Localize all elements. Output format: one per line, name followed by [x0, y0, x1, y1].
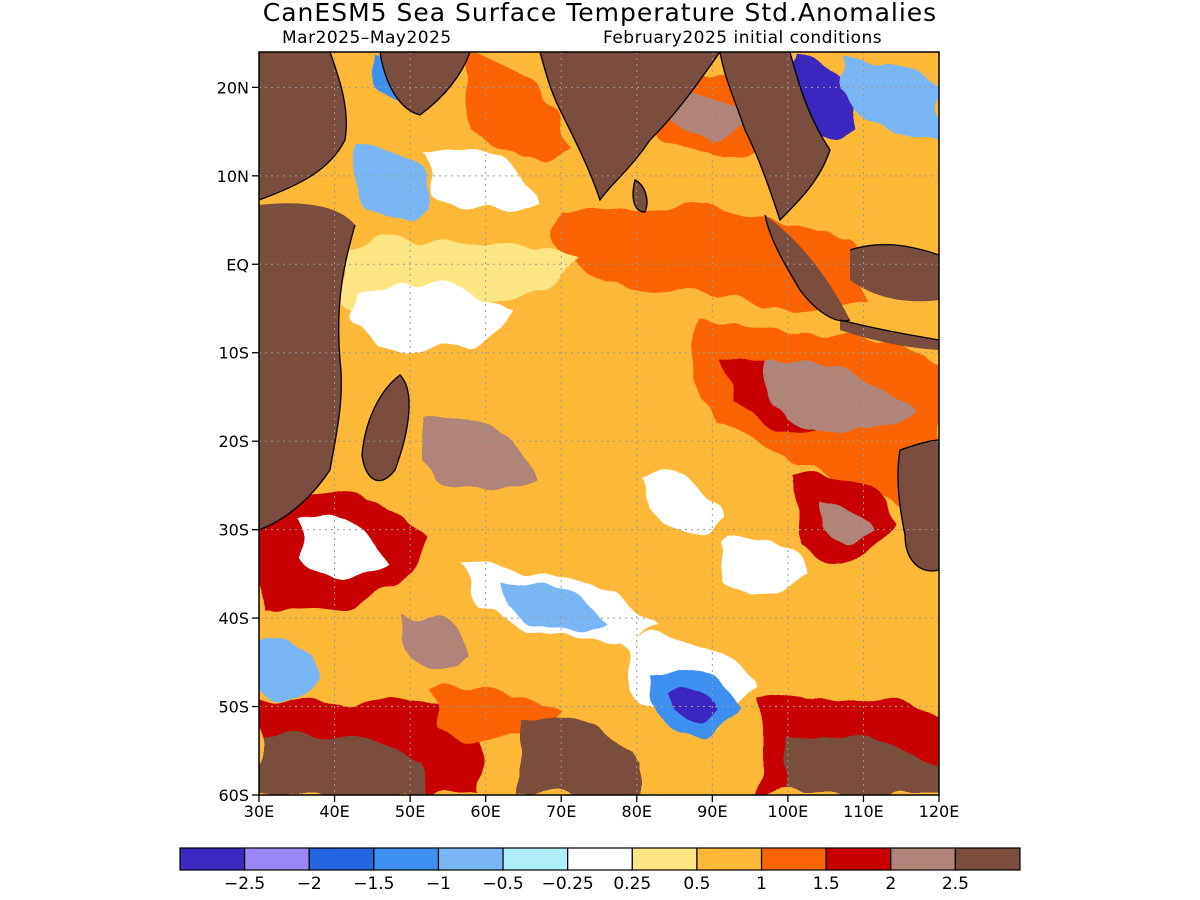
- madagascar: [362, 375, 410, 481]
- colorbar-label: 1.5: [813, 874, 840, 894]
- colorbar-swatch: [890, 847, 956, 871]
- sumatra: [765, 215, 850, 321]
- lon-axis: 30E 40E 50E 60E 70E 80E 90E 100E 110E 120E: [244, 795, 960, 821]
- colorbar-swatch: [696, 847, 763, 871]
- lon-tick-label: 120E: [919, 802, 960, 821]
- lon-tick-label: 40E: [319, 802, 349, 821]
- colorbar-label: −0.5: [482, 874, 523, 894]
- colorbar-label: −1: [426, 874, 451, 894]
- colorbar-swatch: [631, 847, 698, 871]
- forecast-period: Mar2025–May2025: [282, 28, 452, 48]
- lat-tick-label: 60S: [218, 786, 249, 805]
- colorbar-label: 0.5: [683, 874, 710, 894]
- colorbar-swatch: [760, 847, 827, 871]
- lon-tick-label: 50E: [395, 802, 425, 821]
- colorbar-label: 2: [885, 874, 896, 894]
- colorbar-label: 1: [756, 874, 767, 894]
- map-field: [259, 52, 939, 795]
- map-frame: [258, 51, 940, 796]
- colorbar-label: −2.5: [224, 874, 265, 894]
- africa: [259, 203, 355, 530]
- colorbar-label: −2: [297, 874, 322, 894]
- colorbar-swatch: [954, 847, 1021, 871]
- colorbar-swatch: [179, 847, 246, 871]
- lat-tick-label: EQ: [226, 255, 249, 274]
- lon-tick-label: 30E: [244, 802, 274, 821]
- colorbar-label: 0.25: [613, 874, 651, 894]
- lon-tick-label: 60E: [470, 802, 500, 821]
- lat-axis: 20N 10N EQ 10S 20S 30S 40S 50S 60S: [217, 78, 259, 805]
- gridlines: [259, 52, 939, 795]
- lat-tick-label: 20N: [217, 78, 249, 97]
- lon-tick-label: 100E: [768, 802, 809, 821]
- colorbar-swatch: [244, 847, 310, 871]
- arabia: [380, 52, 470, 115]
- colorbar-swatch: [502, 847, 569, 871]
- lon-tick-label: 90E: [697, 802, 727, 821]
- lat-tick-label: 10N: [217, 167, 249, 186]
- coastlines: [259, 52, 939, 572]
- lat-tick-label: 10S: [218, 344, 249, 363]
- lon-tick-label: 110E: [843, 802, 884, 821]
- lat-tick-label: 50S: [218, 698, 249, 717]
- initial-conditions: February2025 initial conditions: [603, 28, 883, 48]
- borneo: [850, 244, 939, 302]
- chart-title: CanESM5 Sea Surface Temperature Std.Anom…: [262, 0, 938, 27]
- colorbar: −2.5 −2 −1.5 −1 −0.5 −0.25 0.25 0.5 1 1.5 2 2.5: [179, 847, 1021, 894]
- lon-tick-label: 70E: [546, 802, 576, 821]
- lat-tick-label: 40S: [218, 609, 249, 628]
- java: [840, 320, 939, 350]
- colorbar-label: 2.5: [942, 874, 969, 894]
- lon-tick-label: 80E: [622, 802, 652, 821]
- colorbar-swatch: [567, 847, 633, 871]
- india: [540, 52, 720, 200]
- colorbar-swatch: [437, 847, 504, 871]
- land: [259, 52, 939, 571]
- colorbar-swatch: [308, 847, 375, 871]
- colorbar-swatch: [825, 847, 892, 871]
- colorbar-label: −0.25: [542, 874, 594, 894]
- lat-tick-label: 20S: [218, 432, 249, 451]
- australia: [897, 440, 939, 571]
- lat-tick-label: 30S: [218, 521, 249, 540]
- colorbar-label: −1.5: [353, 874, 394, 894]
- colorbar-swatch: [373, 847, 440, 871]
